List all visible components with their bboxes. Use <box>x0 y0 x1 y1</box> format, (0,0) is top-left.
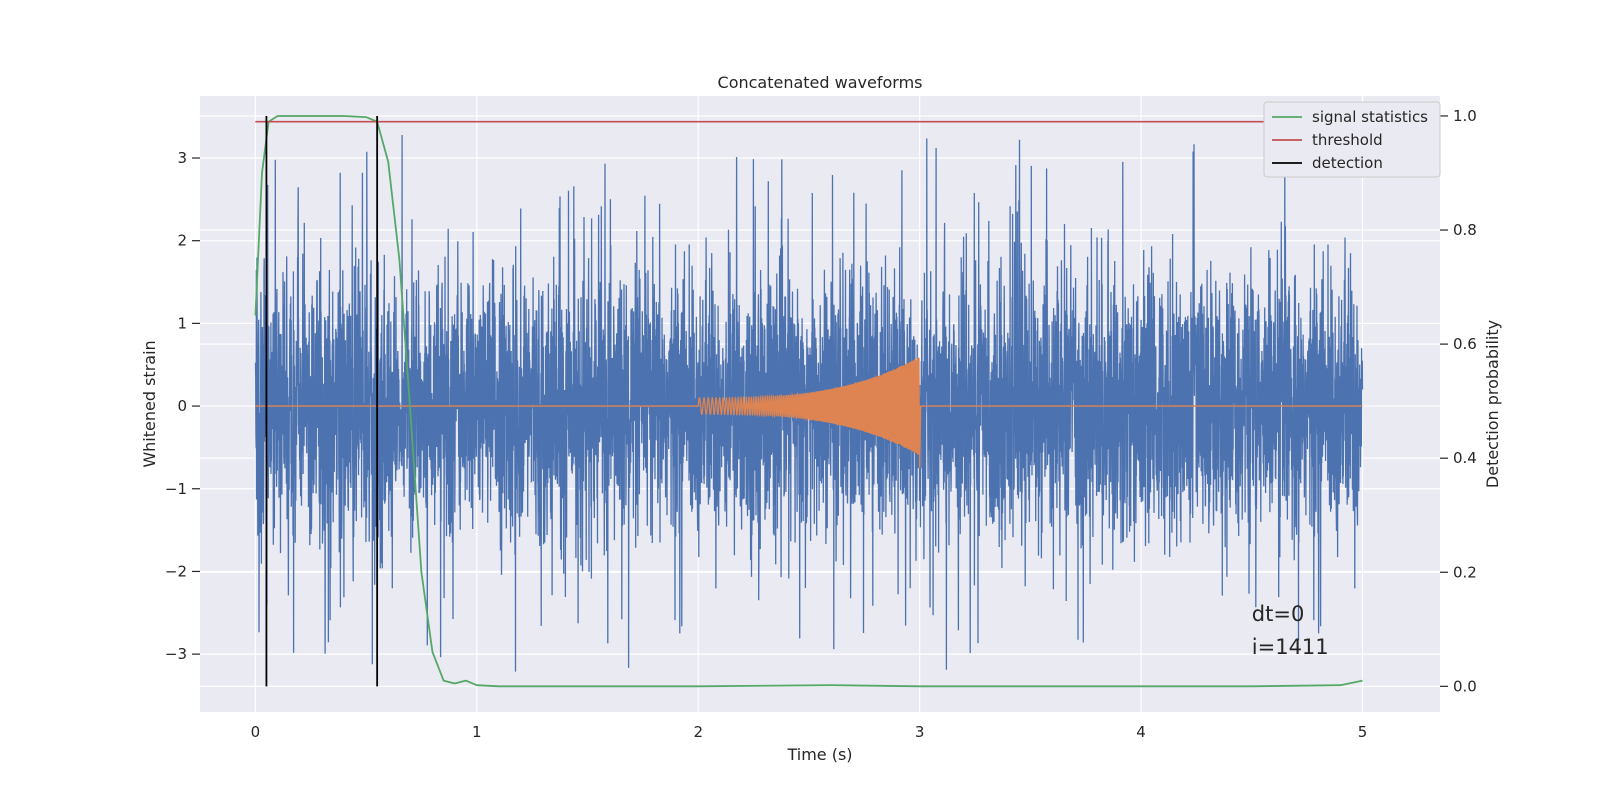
annotation-text: i=1411 <box>1252 635 1329 659</box>
y2-axis-title: Detection probability <box>1483 320 1502 488</box>
y2-tick-label: 1.0 <box>1453 107 1477 125</box>
noise-series-line <box>254 134 1364 672</box>
y2-tick-label: 0.2 <box>1453 563 1477 581</box>
y2-tick-label: 0.6 <box>1453 335 1477 353</box>
axes: 0 1 2 3 4 5 −3 −2 −1 0 1 2 3 0.0 0.2 0.4 0.6 0.8 1.0 <box>165 107 1477 741</box>
x-tick-label: 5 <box>1358 723 1368 741</box>
y-tick-label: 1 <box>177 314 187 332</box>
y2-tick-label: 0.4 <box>1453 449 1477 467</box>
legend-box <box>1263 101 1441 178</box>
legend: signal statistics threshold detection <box>1263 101 1441 178</box>
x-tick-label: 0 <box>251 723 261 741</box>
y-tick-label: 3 <box>177 149 187 167</box>
annotation-text: dt=0 <box>1252 602 1305 626</box>
chart-title: Concatenated waveforms <box>718 73 923 92</box>
x-tick-label: 1 <box>472 723 482 741</box>
y-tick-label: 2 <box>177 232 187 250</box>
y2-tick-label: 0.0 <box>1453 677 1477 695</box>
x-tick-label: 3 <box>915 723 925 741</box>
legend-label: detection <box>1312 154 1383 172</box>
signal-statistics-line <box>254 115 1363 688</box>
legend-label: signal statistics <box>1312 108 1428 126</box>
y-axis-title: Whitened strain <box>140 340 159 467</box>
y-tick-label: 0 <box>177 397 187 415</box>
y-tick-label: −2 <box>165 562 187 580</box>
y-tick-label: −1 <box>165 480 187 498</box>
chirp-series-line <box>255 357 1363 469</box>
y-tick-label: −3 <box>165 645 187 663</box>
y2-tick-label: 0.8 <box>1453 221 1477 239</box>
x-tick-label: 2 <box>693 723 703 741</box>
x-tick-label: 4 <box>1136 723 1146 741</box>
annotations: dt=0 i=1411 <box>1252 602 1329 659</box>
plot-area <box>254 115 1364 688</box>
legend-label: threshold <box>1312 131 1383 149</box>
x-axis-title: Time (s) <box>786 745 852 764</box>
